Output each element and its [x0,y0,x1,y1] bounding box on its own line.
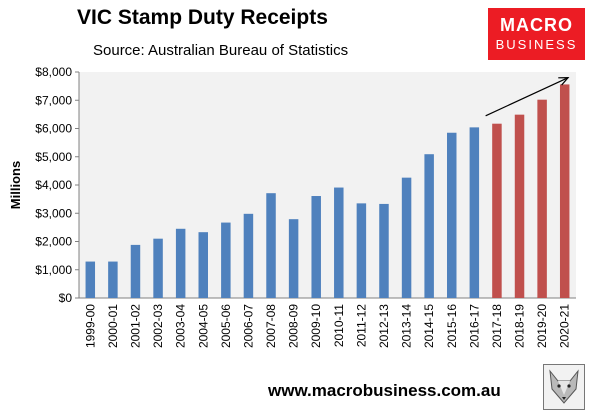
macrobusiness-logo: MACRO BUSINESS [488,8,585,60]
x-tick-label: 2005-06 [219,304,233,348]
y-tick-label: $2,000 [35,235,72,249]
x-tick-label: 2015-16 [445,304,459,348]
bar-2010-11 [334,187,344,298]
bar-2008-09 [288,219,299,298]
y-tick-label: $3,000 [35,206,72,220]
y-tick-label: $6,000 [35,122,72,136]
x-tick-label: 2016-17 [467,304,481,348]
x-tick-label: 2008-09 [287,304,301,348]
bar-2003-04 [175,228,186,298]
y-tick-label: $7,000 [35,93,72,107]
logo-line-macro: MACRO [500,15,573,35]
x-tick-label: 2010-11 [332,304,346,347]
y-tick-label: $8,000 [35,65,72,79]
bar-2016-17 [469,127,480,299]
bar-2014-15 [424,154,434,298]
logo-line-business: BUSINESS [495,37,578,52]
y-tick-label: $0 [59,291,73,305]
x-tick-label: 2017-18 [490,304,504,348]
bar-2000-01 [108,261,118,298]
x-tick-label: 2011-12 [354,304,368,347]
bar-2002-03 [153,238,163,298]
x-tick-label: 2004-05 [196,304,210,348]
bar-2019-20 [537,99,547,298]
fox-icon [543,364,585,410]
bar-2013-14 [401,177,412,298]
x-tick-label: 2009-10 [309,304,323,348]
footer-url: www.macrobusiness.com.au [268,381,501,400]
x-tick-label: 2006-07 [241,304,255,348]
x-tick-label: 2007-08 [264,304,278,348]
y-tick-label: $4,000 [35,178,72,192]
bar-1999-00 [85,261,96,298]
bar-2012-13 [379,203,389,298]
bar-2020-21 [559,84,570,299]
y-axis-label: Millions [8,161,23,209]
x-tick-label: 2012-13 [377,304,391,348]
x-tick-label: 1999-00 [83,304,97,348]
x-tick-label: 2014-15 [422,304,436,348]
trend-arrow-line [485,77,569,117]
y-tick-label: $1,000 [35,263,72,277]
bar-2001-02 [130,244,141,298]
y-tick-label: $5,000 [35,150,72,164]
bar-2015-16 [447,132,457,298]
chart-title: VIC Stamp Duty Receipts [77,6,328,29]
bar-2017-18 [492,123,502,298]
chart-subtitle: Source: Australian Bureau of Statistics [93,42,349,59]
bar-2009-10 [311,196,321,298]
bar-2006-07 [243,213,254,298]
x-tick-label: 2020-21 [558,304,572,348]
bar-2004-05 [198,232,208,298]
x-tick-label: 2013-14 [400,304,414,348]
x-tick-label: 2018-19 [513,304,527,348]
x-tick-label: 2002-03 [151,304,165,348]
x-tick-label: 2001-02 [128,304,142,348]
bar-2011-12 [356,203,367,298]
trend-arrow-head [558,77,570,86]
bar-2007-08 [266,193,276,298]
bar-2018-19 [514,114,525,298]
x-tick-label: 2000-01 [106,304,120,348]
x-tick-label: 2003-04 [174,304,188,348]
x-tick-label: 2019-20 [535,304,549,348]
bar-2005-06 [221,222,231,298]
